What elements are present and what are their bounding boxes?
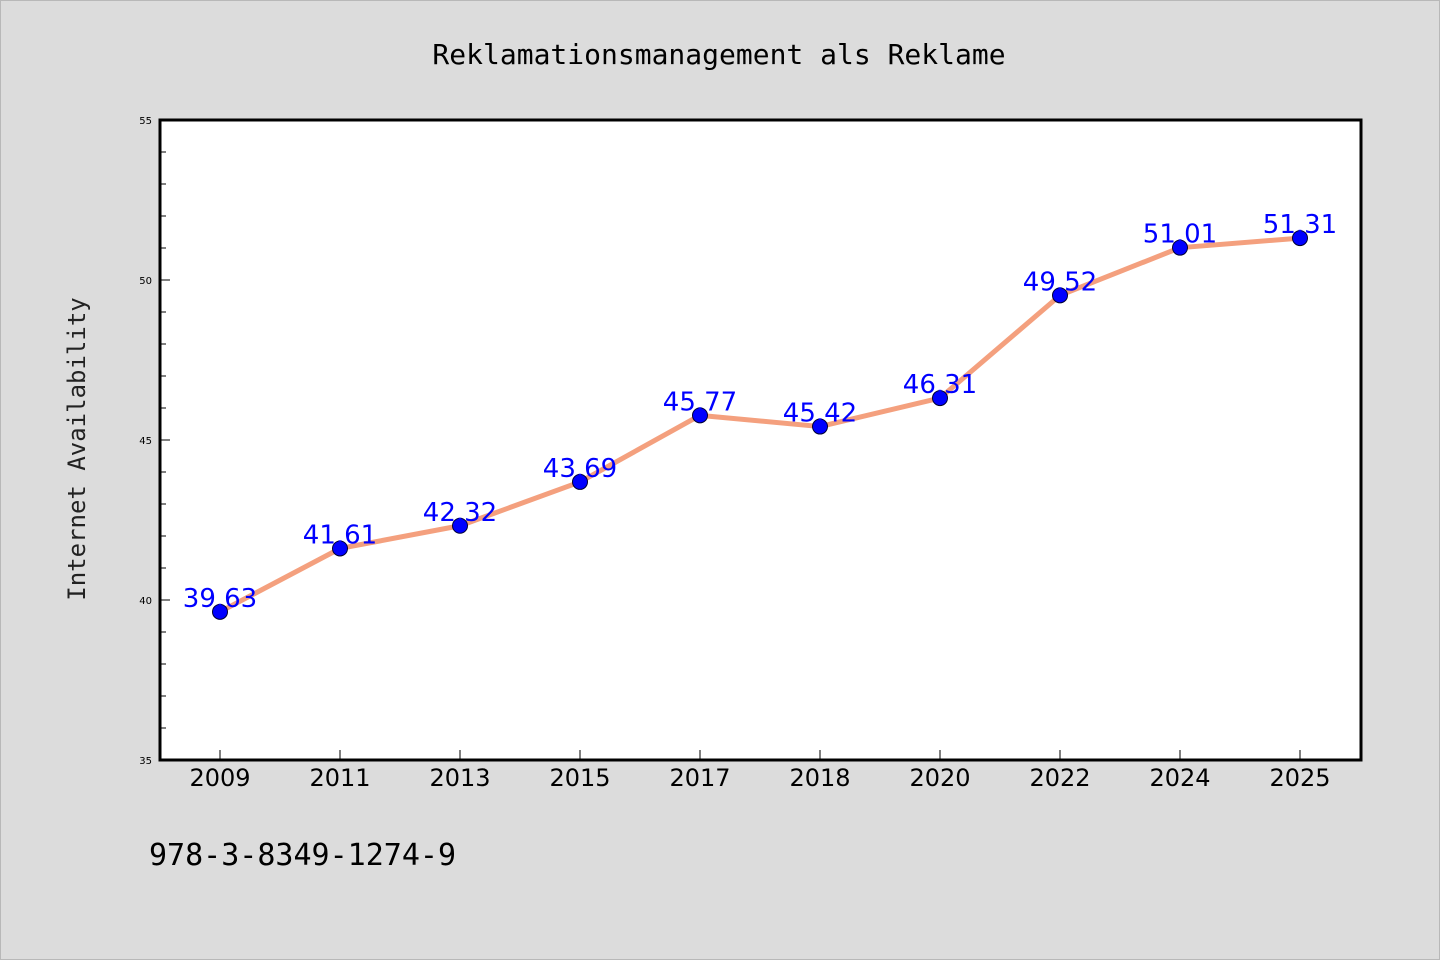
data-labels: 39.63 41.61 42.32 43.69 45.77 45.42 46.31 49.52… — [183, 210, 1337, 614]
data-point — [452, 517, 468, 534]
x-tick-label: 2018 — [789, 764, 850, 792]
x-tick-label: 2009 — [189, 764, 250, 792]
y-tick-label: 45 — [139, 436, 152, 447]
x-tick-label: 2020 — [909, 764, 970, 792]
plot-area — [158, 118, 1363, 762]
series-line — [217, 235, 1303, 615]
data-point — [812, 418, 828, 435]
data-label: 45.42 — [783, 399, 857, 429]
x-axis-ticks: 2009 2011 2013 2015 2017 2018 2020 2022 2024 2025 — [189, 750, 1331, 792]
data-label: 49.52 — [1023, 267, 1097, 297]
data-point — [932, 390, 948, 407]
chart-title: Reklamationsmanagement als Reklame — [432, 38, 1005, 71]
y-tick-label: 55 — [139, 116, 152, 127]
x-tick-label: 2024 — [1149, 764, 1210, 792]
x-tick-label: 2022 — [1029, 764, 1090, 792]
x-tick-label: 2011 — [309, 764, 370, 792]
data-label: 43.69 — [543, 454, 617, 484]
data-point — [1292, 230, 1308, 247]
data-label: 51.31 — [1263, 210, 1337, 240]
data-markers — [212, 230, 1308, 620]
data-label: 39.63 — [183, 584, 257, 614]
data-point — [692, 407, 708, 424]
x-tick-label: 2015 — [549, 764, 610, 792]
data-point — [1172, 239, 1188, 256]
series-line-group — [217, 235, 1303, 615]
data-label: 41.61 — [303, 520, 377, 550]
data-label: 46.31 — [903, 370, 977, 400]
data-point — [212, 603, 228, 620]
data-label: 51.01 — [1143, 220, 1217, 250]
data-point — [1052, 287, 1068, 304]
data-label: 42.32 — [423, 498, 497, 528]
x-tick-label: 2017 — [669, 764, 730, 792]
data-label: 45.77 — [663, 387, 737, 417]
x-tick-label: 2013 — [429, 764, 490, 792]
data-point — [572, 473, 588, 490]
x-tick-label: 2025 — [1269, 764, 1330, 792]
footer-isbn: 978-3-8349-1274-9 — [149, 838, 456, 873]
y-tick-label: 50 — [139, 276, 152, 287]
y-tick-label: 35 — [139, 756, 152, 767]
y-tick-label: 40 — [139, 596, 152, 607]
y-axis-ticks: 35 40 45 50 55 — [139, 116, 170, 767]
data-point — [332, 540, 348, 557]
y-axis-label: Internet Availability — [63, 297, 91, 600]
